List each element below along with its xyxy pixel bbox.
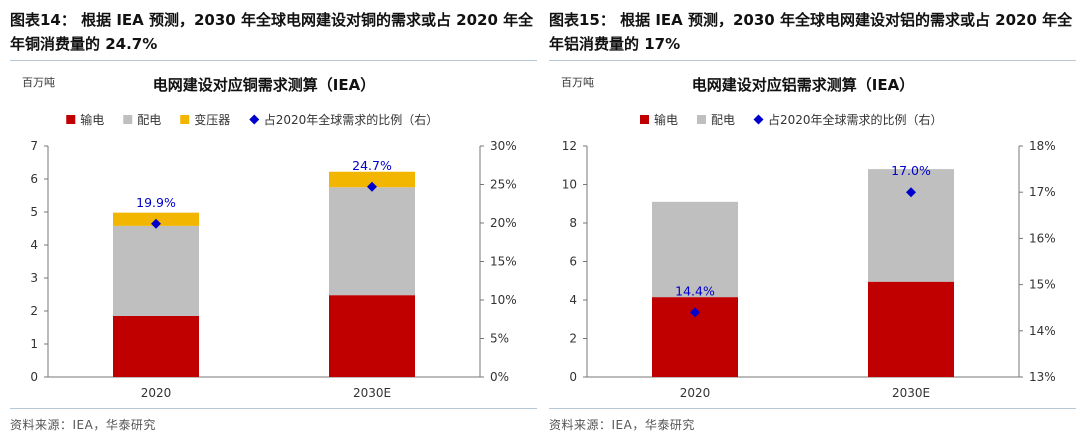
ratio-marker xyxy=(690,307,700,318)
copy-demand-chart: 百万吨 电网建设对应铜需求测算（IEA） 输电 配电 变压器 占2020年全球需求的比例（… xyxy=(22,76,517,400)
legend-swatch xyxy=(697,115,706,124)
title-divider xyxy=(549,60,1076,61)
y-tick-label: 0 xyxy=(30,370,38,384)
legend-marker xyxy=(753,114,764,125)
legend-label: 配电 xyxy=(711,113,735,127)
y-tick-label: 5 xyxy=(30,205,38,219)
y-tick-label: 6 xyxy=(30,172,38,186)
y2-tick-label: 0% xyxy=(490,370,509,384)
ratio-marker xyxy=(151,218,161,229)
bar-segment xyxy=(329,171,415,188)
legend-label: 输电 xyxy=(654,112,678,127)
source-note: 资料来源：IEA，华泰研究 xyxy=(549,418,695,432)
y-tick-label: 3 xyxy=(30,271,38,285)
bar-segment xyxy=(868,281,954,377)
bar-segment xyxy=(868,169,954,282)
y-tick-label: 0 xyxy=(569,370,577,384)
y2-tick-label: 14% xyxy=(1029,324,1056,338)
legend-label: 变压器 xyxy=(194,112,230,127)
legend-item: 变压器 xyxy=(180,112,230,127)
unit-label: 百万吨 xyxy=(22,76,55,89)
y2-tick-label: 25% xyxy=(490,178,517,192)
x-tick-label: 2020 xyxy=(680,386,711,400)
legend-item: 占2020年全球需求的比例（右） xyxy=(753,112,943,127)
ratio-data-label: 24.7% xyxy=(352,158,392,173)
ratio-data-label: 17.0% xyxy=(891,163,931,178)
y-tick-label: 12 xyxy=(562,139,577,153)
ratio-marker xyxy=(906,187,916,198)
legend-label: 输电 xyxy=(80,112,104,127)
y-tick-label: 7 xyxy=(30,139,38,153)
legend-swatch xyxy=(180,115,190,124)
y2-tick-label: 15% xyxy=(1029,278,1056,292)
bar-segment xyxy=(113,315,199,377)
legend-label: 占2020年全球需求的比例（右） xyxy=(264,112,439,127)
legend-item: 占2020年全球需求的比例（右） xyxy=(249,112,438,127)
legend-marker xyxy=(249,114,260,125)
y-tick-label: 4 xyxy=(30,238,38,252)
y2-tick-label: 20% xyxy=(490,216,517,230)
bar-segment xyxy=(113,225,199,316)
legend-label: 配电 xyxy=(137,113,161,127)
y2-tick-label: 13% xyxy=(1029,370,1056,384)
y-tick-label: 4 xyxy=(569,293,577,307)
x-tick-label: 2030E xyxy=(353,386,391,400)
y-tick-label: 6 xyxy=(569,255,577,269)
source-divider xyxy=(549,408,1076,409)
aluminum-demand-chart: 百万吨 电网建设对应铝需求测算（IEA） 输电 配电 占2020年全球需求的比例（右） 0… xyxy=(561,76,1056,400)
y-tick-label: 2 xyxy=(30,304,38,318)
y2-tick-label: 10% xyxy=(490,293,517,307)
legend-label: 占2020年全球需求的比例（右） xyxy=(768,112,943,127)
y2-tick-label: 16% xyxy=(1029,231,1056,245)
x-tick-label: 2030E xyxy=(892,386,930,400)
figure-title: 图表14： 根据 IEA 预测，2030 年全球电网建设对铜的需求或占 2020… xyxy=(10,11,534,53)
figure-title: 图表15： 根据 IEA 预测，2030 年全球电网建设对铝的需求或占 2020… xyxy=(549,11,1073,53)
copy-chart-panel: 图表14： 根据 IEA 预测，2030 年全球电网建设对铜的需求或占 2020… xyxy=(10,0,537,440)
bar-segment xyxy=(652,201,738,298)
x-tick-label: 2020 xyxy=(141,386,172,400)
ratio-data-label: 19.9% xyxy=(136,195,176,210)
chart-title: 电网建设对应铝需求测算（IEA） xyxy=(692,76,914,94)
title-divider xyxy=(10,60,537,61)
legend-item: 配电 xyxy=(123,113,161,127)
y2-tick-label: 5% xyxy=(490,332,509,346)
legend-item: 输电 xyxy=(66,112,104,127)
y-tick-label: 10 xyxy=(562,178,577,192)
legend-item: 输电 xyxy=(640,112,678,127)
y2-tick-label: 17% xyxy=(1029,185,1056,199)
legend-swatch xyxy=(123,115,133,124)
bar-segment xyxy=(329,295,415,377)
legend-item: 配电 xyxy=(697,113,735,127)
y2-tick-label: 15% xyxy=(490,255,517,269)
source-divider xyxy=(10,408,537,409)
legend-swatch xyxy=(640,115,649,124)
y2-tick-label: 30% xyxy=(490,139,517,153)
y-tick-label: 1 xyxy=(30,337,38,351)
chart-title: 电网建设对应铜需求测算（IEA） xyxy=(153,76,375,94)
aluminum-chart-panel: 图表15： 根据 IEA 预测，2030 年全球电网建设对铝的需求或占 2020… xyxy=(549,0,1076,440)
y-tick-label: 8 xyxy=(569,216,577,230)
unit-label: 百万吨 xyxy=(561,76,594,89)
y-tick-label: 2 xyxy=(569,332,577,346)
ratio-data-label: 14.4% xyxy=(675,283,715,298)
ratio-marker xyxy=(367,181,377,192)
y2-tick-label: 18% xyxy=(1029,139,1056,153)
source-note: 资料来源：IEA，华泰研究 xyxy=(10,418,156,432)
legend-swatch xyxy=(66,115,76,124)
bar-segment xyxy=(329,187,415,296)
